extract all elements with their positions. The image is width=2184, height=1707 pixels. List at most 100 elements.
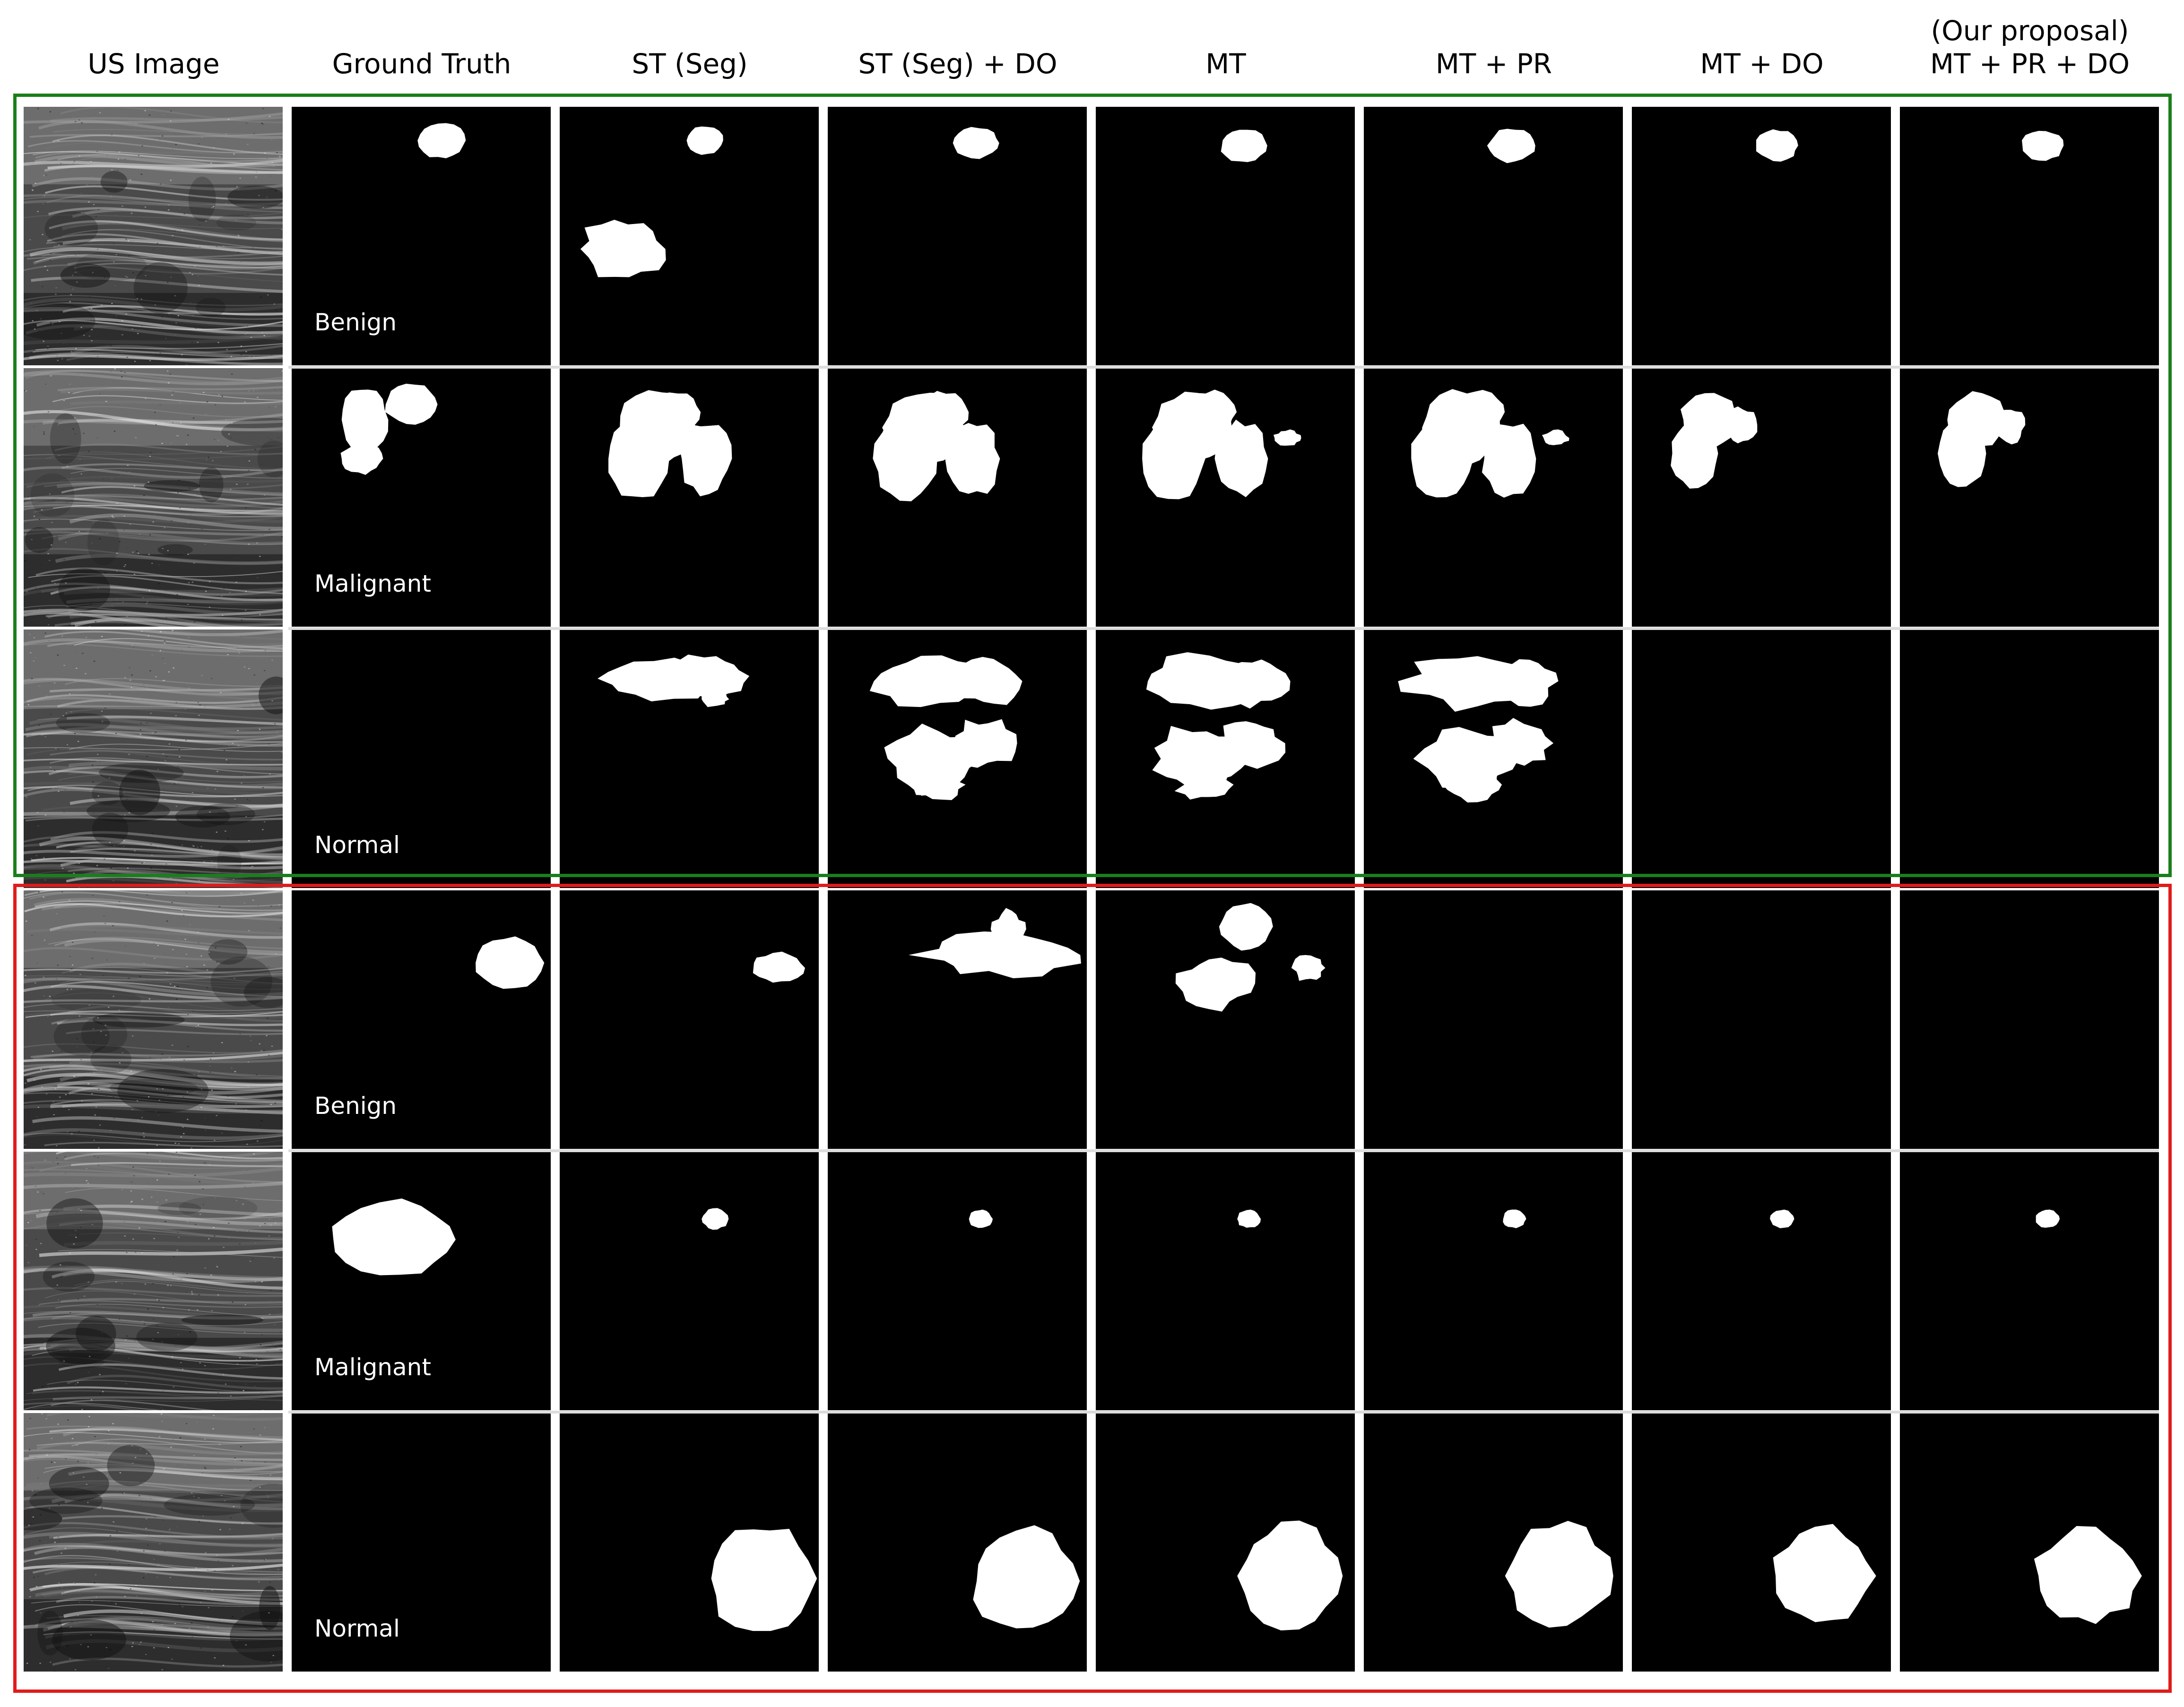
mask-cell-ground-truth: Malignant [292, 1152, 551, 1410]
lesion-region [973, 1525, 1080, 1629]
lesion-region [953, 127, 999, 159]
segmentation-mask [1938, 391, 2026, 487]
mask-cell-mt-pr-do [1900, 1413, 2159, 1672]
mask-cell-mt-pr-do [1900, 368, 2159, 627]
mask-cell-mt-do [1632, 1152, 1891, 1410]
lesion-region [1725, 406, 1758, 444]
ultrasound-cell [24, 890, 283, 1149]
lesion-region [1175, 957, 1256, 1012]
mask-cell-st-seg [560, 107, 819, 365]
class-label: Malignant [314, 570, 431, 597]
header-mt-do: MT + DO [1629, 0, 1894, 80]
lesion-region [1484, 718, 1554, 766]
lesion-region [1142, 416, 1205, 500]
lesion-region [753, 951, 805, 983]
lesion-region [2034, 1526, 2142, 1624]
ultrasound-image [24, 107, 283, 365]
mask-cell-mt-pr [1364, 629, 1623, 888]
lesion-region [908, 931, 1081, 978]
mask-cell-mt-pr [1364, 368, 1623, 627]
ultrasound-image [24, 890, 283, 1149]
lesion-region [1174, 768, 1234, 800]
segmentation-mask [332, 1198, 456, 1276]
mask-cell-st-seg-do [828, 107, 1087, 365]
lesion-region [671, 655, 750, 699]
segmentation-mask [753, 951, 805, 983]
class-label: Benign [314, 309, 397, 336]
segmentation-mask [1146, 652, 1291, 800]
ultrasound-cell [24, 1152, 283, 1410]
lesion-region [1938, 419, 1986, 487]
ultrasound-image [24, 368, 283, 627]
segmentation-mask [1773, 1524, 1876, 1622]
row-separator [288, 366, 2159, 369]
lesion-region [1411, 419, 1473, 498]
lesion-region [1992, 410, 2026, 445]
lesion-region [1273, 429, 1301, 446]
mask-cell-ground-truth: Malignant [292, 368, 551, 627]
lesion-region [1223, 721, 1286, 769]
class-label: Malignant [314, 1354, 431, 1381]
mask-cell-mt-do [1632, 368, 1891, 627]
mask-cell-st-seg-do [828, 1152, 1087, 1410]
segmentation-mask [1142, 389, 1301, 500]
mask-cell-mt-pr [1364, 1152, 1623, 1410]
header-label: ST (Seg) + DO [858, 48, 1057, 80]
mask-cell-st-seg [560, 368, 819, 627]
lesion-region [945, 422, 1000, 494]
header-label: US Image [87, 48, 220, 80]
header-label: MT + PR [1435, 48, 1552, 80]
segmentation-mask [873, 391, 1000, 501]
lesion-region [1542, 429, 1569, 446]
lesion-region [1221, 129, 1267, 163]
lesion-region [1488, 659, 1559, 707]
mask-cell-mt-do [1632, 1413, 1891, 1672]
row-separator [288, 627, 2159, 630]
segmentation-mask [2036, 1209, 2060, 1228]
lesion-region [951, 719, 1017, 768]
row-separator [288, 1411, 2159, 1414]
segmentation-mask [580, 126, 723, 277]
mask-cell-mt [1096, 629, 1355, 888]
segmentation-mask [2034, 1526, 2142, 1624]
lesion-region [648, 392, 701, 434]
segmentation-mask [702, 1208, 729, 1230]
header-mt: MT [1093, 0, 1358, 80]
segmentation-mask [598, 655, 750, 707]
mask-cell-st-seg-do [828, 629, 1087, 888]
lesion-region [580, 220, 666, 277]
ultrasound-image [24, 629, 283, 888]
lesion-region [1482, 423, 1536, 498]
segmentation-mask [1756, 129, 1798, 162]
mask-cell-mt [1096, 1413, 1355, 1672]
mask-cell-mt [1096, 107, 1355, 365]
segmentation-mask [340, 383, 438, 475]
mask-cell-mt-pr [1364, 890, 1623, 1149]
lesion-region [679, 424, 732, 497]
mask-cell-mt-pr-do [1900, 107, 2159, 365]
lesion-region [1219, 903, 1273, 951]
ultrasound-image [24, 1413, 283, 1672]
mask-cell-ground-truth: Benign [292, 890, 551, 1149]
lesion-region [340, 442, 383, 475]
segmentation-mask [476, 936, 545, 989]
lesion-region [1773, 1524, 1876, 1622]
header-label: MT + PR + DO [1930, 48, 2130, 80]
lesion-region [417, 123, 466, 158]
lesion-region [990, 908, 1026, 949]
segmentation-mask [1237, 1209, 1261, 1228]
lesion-region [341, 389, 389, 451]
lesion-region [702, 1208, 729, 1230]
lesion-region [1671, 421, 1718, 489]
mask-cell-mt [1096, 368, 1355, 627]
lesion-region [1183, 389, 1237, 434]
header-ground-truth: Ground Truth [289, 0, 554, 80]
segmentation-mask [973, 1525, 1080, 1629]
group-frame-failure [13, 884, 2172, 1693]
segmentation-mask [908, 908, 1081, 978]
mask-cell-mt-pr-do [1900, 890, 2159, 1149]
lesion-region [2036, 1209, 2060, 1228]
lesion-region [2022, 130, 2064, 161]
segmentation-mask [1505, 1521, 1613, 1628]
